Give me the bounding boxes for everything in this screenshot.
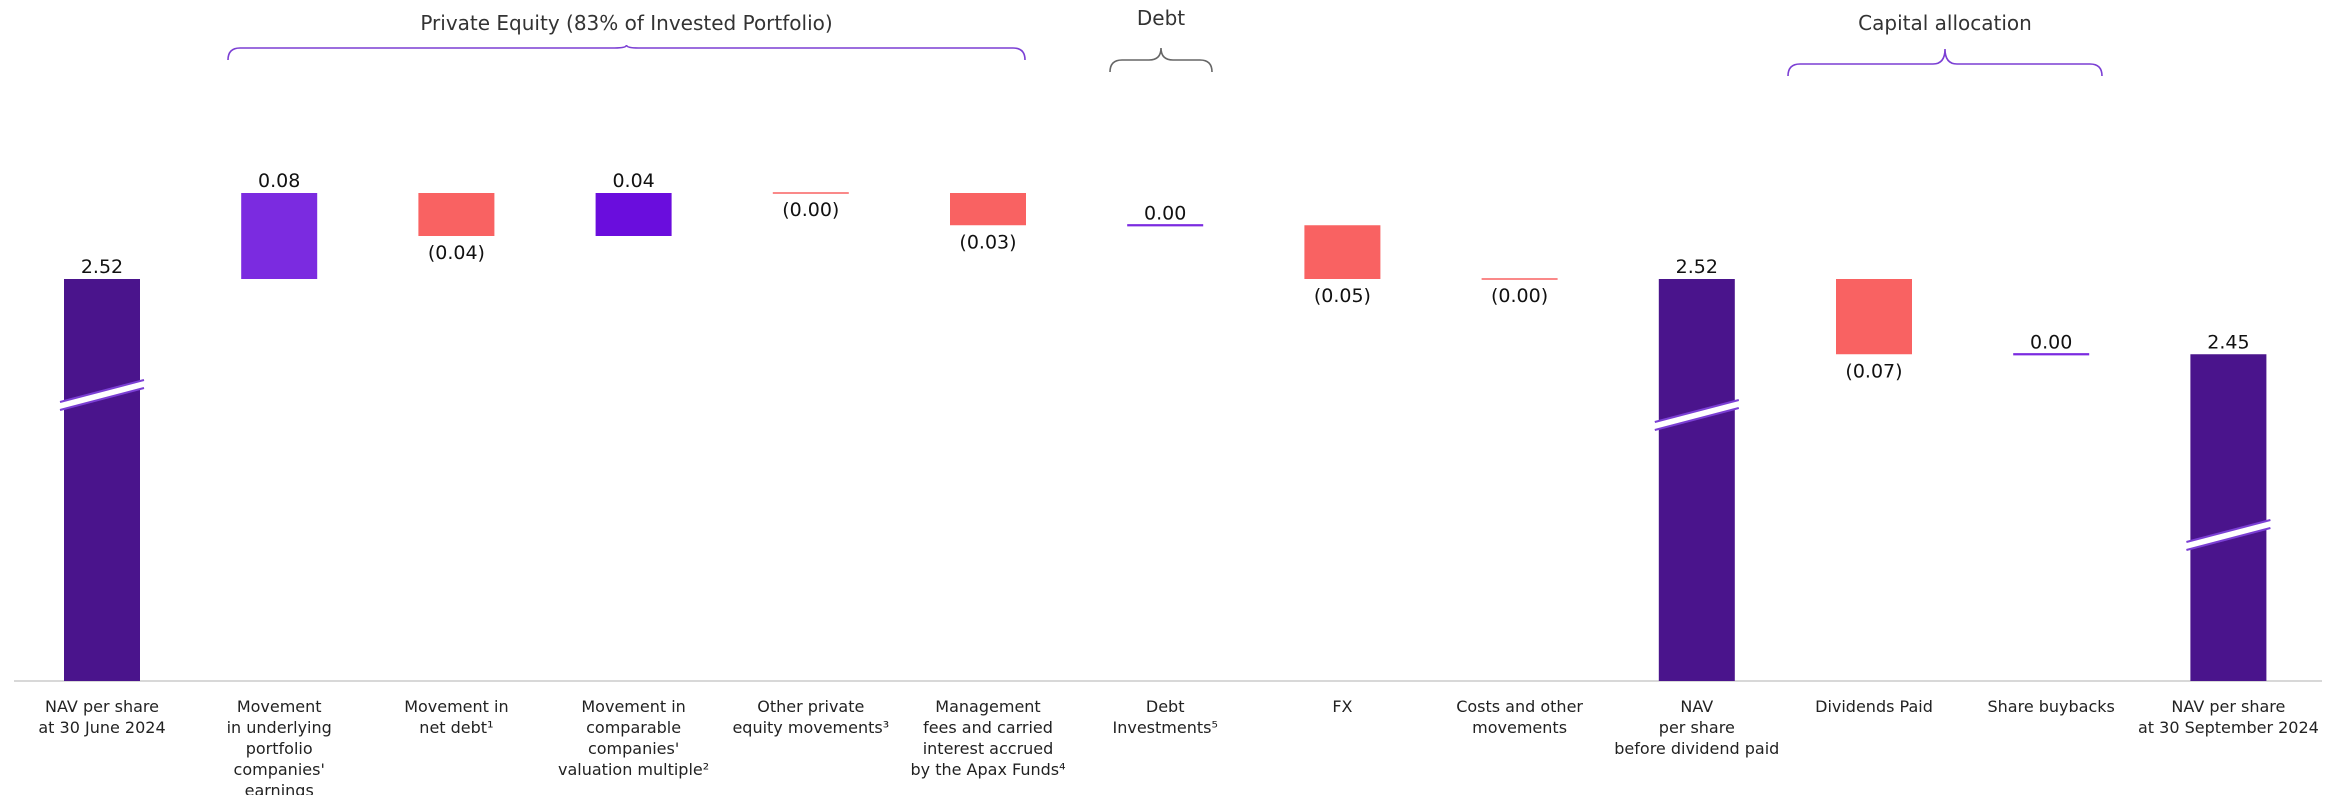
category-label-line: at 30 September 2024 <box>2138 718 2319 737</box>
value-label-9: 2.52 <box>1676 256 1718 278</box>
bar-1 <box>241 193 318 279</box>
value-label-4: (0.00) <box>782 199 839 221</box>
category-label-line: Other private <box>757 697 864 716</box>
category-label-line: in underlying <box>227 718 332 737</box>
category-label-line: Costs and other <box>1456 697 1583 716</box>
bar-0 <box>64 279 140 681</box>
category-label-12: NAV per share at 30 September 2024 <box>2138 697 2319 737</box>
category-label-line: Investments⁵ <box>1113 718 1218 737</box>
value-label-8: (0.00) <box>1491 285 1548 307</box>
category-label-line: earnings <box>245 781 314 795</box>
group-label-0: Private Equity (83% of Invested Portfoli… <box>420 11 832 35</box>
value-label-10: (0.07) <box>1845 360 1902 382</box>
axis-break-line-top-12 <box>2186 519 2271 543</box>
category-label-line: Share buybacks <box>1988 697 2115 716</box>
value-label-2: (0.04) <box>428 242 485 264</box>
category-label-10: Dividends Paid <box>1815 697 1933 716</box>
bar-9 <box>1658 279 1735 681</box>
bar-10 <box>1836 279 1912 355</box>
category-label-line: NAV <box>1680 697 1713 716</box>
category-label-line: per share <box>1659 718 1735 737</box>
value-label-11: 0.00 <box>2030 331 2072 353</box>
category-label-line: Management <box>935 697 1040 716</box>
axis-break-gap-12 <box>2185 519 2272 551</box>
category-label-line: Debt <box>1146 697 1185 716</box>
category-label-9: NAV per share before dividend paid <box>1614 697 1779 758</box>
category-label-line: at 30 June 2024 <box>38 718 165 737</box>
category-label-line: portfolio <box>246 739 313 758</box>
category-label-line: by the Apax Funds⁴ <box>910 760 1065 779</box>
category-label-line: NAV per share <box>45 697 159 716</box>
bar-2 <box>418 193 495 236</box>
category-label-line: comparable <box>586 718 681 737</box>
category-label-2: Movement in net debt¹ <box>404 697 508 737</box>
category-label-5: Management fees and carried interest accru… <box>910 697 1065 779</box>
category-label-line: NAV per share <box>2171 697 2285 716</box>
category-label-3: Movement in comparable companies' valuation… <box>558 697 709 779</box>
bar-7 <box>1304 225 1381 279</box>
axis-break-line-top-0 <box>59 379 145 403</box>
value-label-7: (0.05) <box>1314 285 1371 307</box>
group-label-2: Capital allocation <box>1858 11 2032 35</box>
category-label-line: before dividend paid <box>1614 739 1779 758</box>
category-label-1: Movement in underlying portfolio companies'… <box>227 697 332 795</box>
category-label-line: interest accrued <box>923 739 1054 758</box>
axis-break-line-bottom-9 <box>1654 407 1740 431</box>
category-label-line: Movement in <box>581 697 685 716</box>
group-label-1: Debt <box>1137 6 1185 30</box>
bar-12 <box>2190 354 2267 681</box>
category-label-line: equity movements³ <box>732 718 889 737</box>
category-label-11: Share buybacks <box>1988 697 2115 716</box>
category-label-7: FX <box>1332 697 1352 716</box>
category-label-line: fees and carried <box>923 718 1053 737</box>
group-brace-2 <box>1787 48 2103 77</box>
axis-break-line-bottom-12 <box>2186 527 2271 551</box>
category-label-4: Other private equity movements³ <box>732 697 889 737</box>
value-label-12: 2.45 <box>2207 331 2249 353</box>
axis-break-line-bottom-0 <box>59 387 145 411</box>
axis-break-line-top-9 <box>1654 399 1740 423</box>
bar-5 <box>950 193 1026 226</box>
value-label-0: 2.52 <box>81 256 123 278</box>
category-label-line: Dividends Paid <box>1815 697 1933 716</box>
category-label-line: movements <box>1472 718 1567 737</box>
category-label-0: NAV per share at 30 June 2024 <box>38 697 165 737</box>
value-label-3: 0.04 <box>612 170 654 192</box>
category-label-line: FX <box>1332 697 1352 716</box>
category-label-line: companies' <box>234 760 325 779</box>
category-label-8: Costs and other movements <box>1456 697 1583 737</box>
group-brace-1 <box>1109 47 1213 73</box>
category-label-line: Movement in <box>404 697 508 716</box>
bar-3 <box>595 193 672 236</box>
category-label-6: Debt Investments⁵ <box>1113 697 1218 737</box>
axis-break-gap-9 <box>1653 399 1740 431</box>
category-label-line: Movement <box>237 697 322 716</box>
axis-break-gap-0 <box>58 379 146 411</box>
category-label-line: companies' <box>588 739 679 758</box>
value-label-6: 0.00 <box>1144 202 1186 224</box>
value-label-5: (0.03) <box>959 231 1016 253</box>
category-label-line: net debt¹ <box>419 718 493 737</box>
value-label-1: 0.08 <box>258 170 300 192</box>
group-brace-0 <box>227 44 1026 61</box>
category-label-line: valuation multiple² <box>558 760 709 779</box>
